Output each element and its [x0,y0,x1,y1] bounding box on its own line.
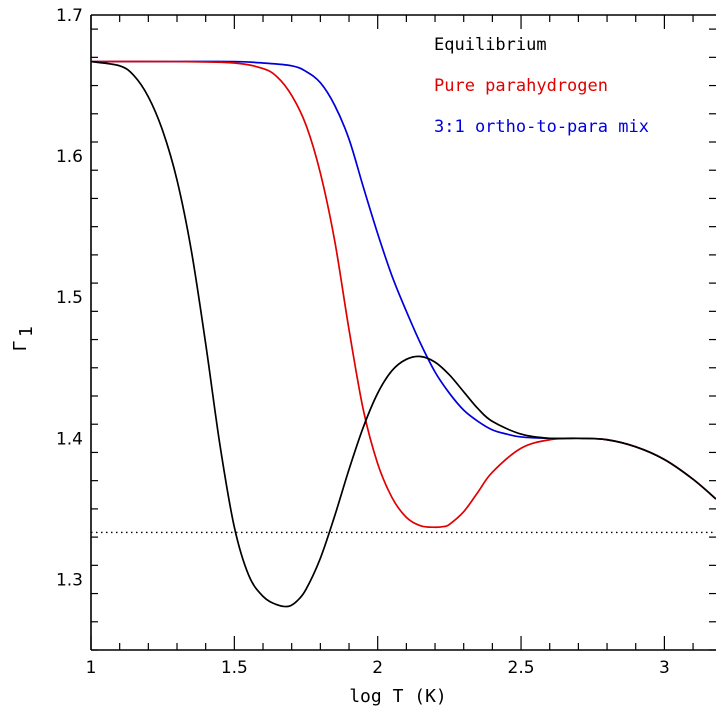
y-tick-label: 1.3 [56,570,83,590]
legend-entry-equilibrium: Equilibrium [434,35,547,55]
y-axis-label: Γ 1 [10,326,37,351]
y-tick-label: 1.5 [56,288,83,308]
legend-entry-pure-parahydrogen: Pure parahydrogen [434,76,608,96]
x-tick-label: 3 [659,658,670,678]
tick-labels: 1 1.5 2 2.5 3 1.3 1.4 1.5 1.6 1.7 [56,6,670,678]
y-axis-label-sub: 1 [16,326,37,337]
x-tick-label: 1 [86,658,97,678]
x-tick-label: 2 [372,658,383,678]
series-line-equilibrium [90,60,716,608]
y-tick-label: 1.7 [56,6,83,26]
y-tick-label: 1.4 [56,429,83,449]
x-axis-label: log T (K) [349,686,447,707]
plot-frame [90,14,716,651]
x-tick-label: 1.5 [221,658,248,678]
series-layer [90,60,716,608]
y-axis-label-main: Γ [10,340,31,351]
legend-entry-3-1-ortho-to-para-mix: 3:1 ortho-to-para mix [434,117,649,137]
x-tick-label: 2.5 [508,658,535,678]
legend: Equilibrium Pure parahydrogen 3:1 ortho-to… [434,35,649,137]
y-tick-label: 1.6 [56,147,83,167]
axis-ticks [90,15,716,651]
